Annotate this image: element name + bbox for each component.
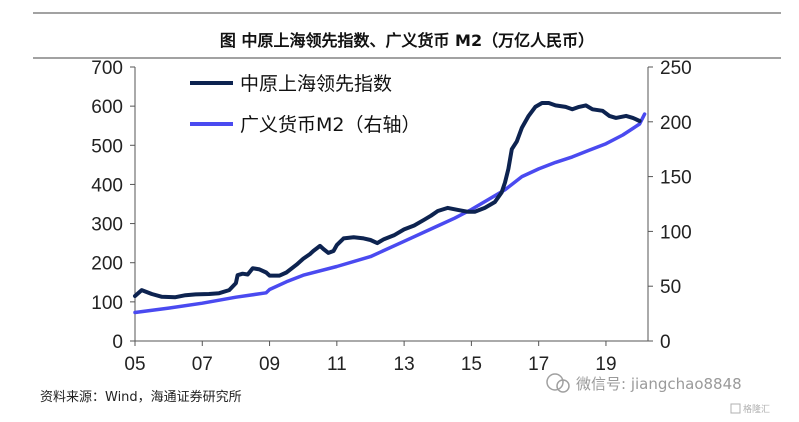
left-tick-label: 100 bbox=[91, 293, 123, 314]
series-layer bbox=[133, 101, 647, 315]
x-tick-label: 19 bbox=[595, 354, 616, 375]
source-note: 资料来源：Wind，海通证券研究所 bbox=[40, 389, 242, 405]
left-y-axis: 0 100 200 300 400 500 600 700 bbox=[91, 58, 136, 353]
right-tick-label: 150 bbox=[660, 168, 692, 189]
series-line-m2 bbox=[133, 112, 647, 315]
x-tick-label: 09 bbox=[259, 354, 280, 375]
wechat-icon-inner bbox=[556, 379, 570, 393]
series-line-index bbox=[133, 101, 642, 300]
right-tick-label: 0 bbox=[660, 332, 671, 353]
legend-label-index: 中原上海领先指数 bbox=[240, 73, 392, 95]
right-tick-label: 100 bbox=[660, 222, 692, 243]
left-tick-label: 200 bbox=[91, 254, 123, 275]
left-tick-label: 700 bbox=[91, 58, 123, 79]
x-axis: 05 07 09 11 13 15 17 19 bbox=[124, 340, 648, 375]
corner-logo-icon bbox=[730, 403, 741, 414]
watermark: 微信号: jiangchao8848 格隆汇 bbox=[546, 373, 770, 415]
x-tick-label: 13 bbox=[394, 354, 415, 375]
right-y-axis: 0 50 100 150 200 250 bbox=[647, 58, 692, 353]
left-tick-label: 500 bbox=[91, 136, 123, 157]
watermark-text: 微信号: jiangchao8848 bbox=[576, 375, 742, 393]
right-tick-label: 200 bbox=[660, 113, 692, 134]
chart-title: 图 中原上海领先指数、广义货币 M2（万亿人民币） bbox=[220, 31, 594, 50]
left-tick-label: 600 bbox=[91, 97, 123, 118]
x-tick-label: 05 bbox=[124, 354, 145, 375]
x-tick-label: 15 bbox=[461, 354, 482, 375]
left-tick-label: 400 bbox=[91, 175, 123, 196]
x-tick-label: 11 bbox=[327, 354, 347, 375]
left-tick-label: 300 bbox=[91, 215, 123, 236]
x-tick-label: 17 bbox=[528, 354, 549, 375]
corner-logo-text: 格隆汇 bbox=[743, 403, 770, 415]
wechat-icon bbox=[546, 373, 564, 391]
legend-label-m2: 广义货币M2（右轴） bbox=[240, 114, 420, 136]
right-tick-label: 250 bbox=[660, 58, 692, 79]
left-tick-label: 0 bbox=[112, 332, 123, 353]
x-tick-label: 07 bbox=[192, 354, 213, 375]
right-tick-label: 50 bbox=[660, 277, 681, 298]
legend: 中原上海领先指数 广义货币M2（右轴） bbox=[190, 73, 420, 136]
